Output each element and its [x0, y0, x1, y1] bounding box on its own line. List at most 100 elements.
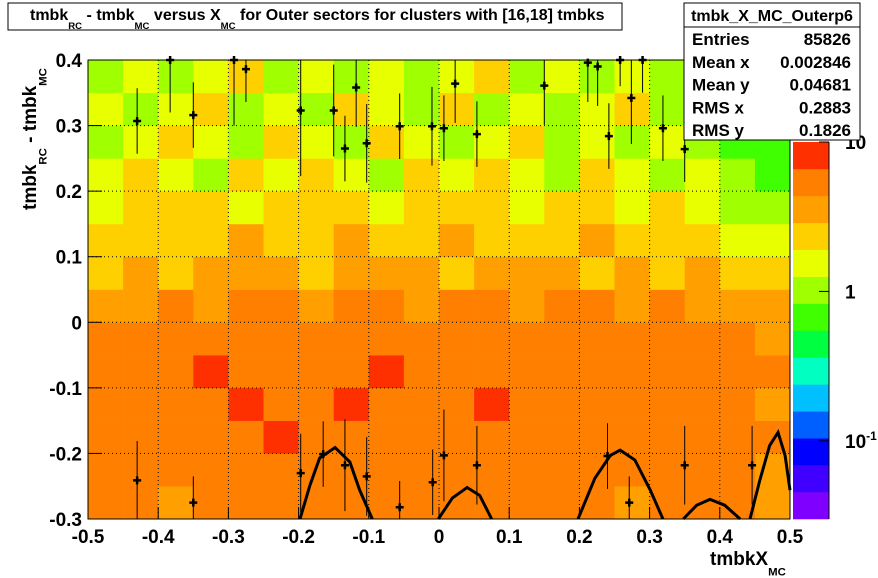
x-tick-label: -0.3	[212, 527, 245, 548]
heat-cell	[719, 486, 756, 520]
stats-value: 0.1826	[799, 121, 851, 140]
heat-cell	[754, 387, 791, 421]
heat-cell	[754, 256, 791, 290]
profile-point	[133, 116, 142, 125]
heat-cell	[719, 453, 756, 487]
heat-cell	[439, 92, 475, 126]
heat-cell	[333, 92, 370, 126]
heat-cell	[193, 223, 229, 258]
heat-cell	[649, 92, 685, 126]
heat-cell	[368, 355, 405, 389]
stats-value: 85826	[804, 30, 851, 49]
stats-label: Mean x	[692, 53, 750, 72]
heat-cell	[614, 387, 650, 421]
y-tick-label: 0.3	[56, 117, 82, 138]
heat-cell	[228, 158, 264, 192]
heat-cell	[123, 486, 159, 520]
heat-cell	[88, 158, 124, 192]
profile-point	[680, 461, 689, 470]
x-tick-label: 0	[434, 527, 445, 548]
heat-cell	[509, 486, 545, 520]
heat-cell	[333, 486, 370, 520]
heat-cell	[439, 223, 475, 258]
profile-point	[603, 452, 612, 461]
heat-cell	[193, 289, 229, 323]
colorbar-segment	[793, 249, 829, 277]
heat-cell	[579, 420, 615, 454]
x-tick-label: 0.5	[777, 527, 804, 548]
chart-title-part: MC	[135, 21, 150, 32]
heat-cell	[228, 355, 264, 389]
heat-cell	[754, 322, 791, 356]
heat-cell	[333, 191, 370, 225]
heat-cell	[263, 322, 299, 356]
chart-title-part: tmbk	[30, 7, 68, 24]
heat-cell	[403, 256, 440, 290]
y-tick-label: 0.4	[56, 51, 83, 72]
heat-cell	[684, 256, 721, 290]
x-tick-label: -0.1	[352, 527, 385, 548]
heat-cell	[544, 92, 580, 126]
heat-cell	[158, 60, 194, 94]
heat-cell	[123, 158, 159, 192]
heat-cell	[368, 92, 405, 126]
profile-point	[439, 451, 448, 460]
heat-cell	[228, 125, 264, 159]
heat-cell	[368, 125, 405, 159]
heat-cell	[754, 191, 791, 225]
heat-cell	[368, 289, 405, 323]
heat-cell	[754, 420, 791, 454]
heat-cell	[193, 158, 229, 192]
heat-cell	[719, 420, 756, 454]
heat-cell	[158, 387, 194, 421]
y-axis-label-part: MC	[37, 68, 49, 86]
heat-cell	[474, 289, 510, 323]
stats-value: 0.002846	[780, 53, 851, 72]
fit-curve	[298, 428, 792, 521]
profile-point	[472, 130, 481, 139]
heat-cell	[158, 289, 194, 323]
profile-point	[428, 478, 437, 487]
heat-cell	[439, 420, 475, 454]
z-tick-label: 1	[845, 282, 856, 303]
heat-cell	[439, 256, 475, 290]
heat-cell	[614, 191, 650, 225]
colorbar-segment	[793, 276, 829, 304]
heat-cell	[474, 158, 510, 192]
heat-cell	[298, 191, 334, 225]
heat-cell	[403, 158, 440, 192]
heat-cell	[298, 158, 334, 192]
profile-point	[748, 461, 757, 470]
heat-cell	[579, 158, 615, 192]
heat-cell	[333, 158, 370, 192]
x-tick-label: 0.1	[496, 527, 523, 548]
heat-cell	[544, 453, 580, 487]
heat-cell	[614, 223, 650, 258]
heat-cell	[684, 387, 721, 421]
heat-cell	[579, 289, 615, 323]
heat-cell	[719, 289, 756, 323]
y-tick-label: -0.1	[49, 379, 82, 400]
heat-cell	[158, 355, 194, 389]
stats-value: 0.04681	[790, 76, 851, 95]
heat-cell	[193, 92, 229, 126]
heat-cell	[754, 158, 791, 192]
x-tick-label: -0.2	[282, 527, 315, 548]
stats-label: Entries	[692, 30, 750, 49]
colorbar-segment	[793, 438, 829, 466]
heat-cell	[298, 322, 334, 356]
heat-cell	[158, 486, 194, 520]
heat-cell	[474, 223, 510, 258]
heat-cell	[123, 322, 159, 356]
heat-cell	[263, 256, 299, 290]
heat-cell	[474, 387, 510, 421]
heat-cell	[88, 420, 124, 454]
heat-cell	[439, 289, 475, 323]
heat-cell	[614, 256, 650, 290]
profile-point	[439, 124, 448, 133]
y-tick-label: -0.3	[49, 510, 82, 531]
heat-cell	[333, 256, 370, 290]
heat-cell	[509, 453, 545, 487]
heat-cell	[228, 191, 264, 225]
